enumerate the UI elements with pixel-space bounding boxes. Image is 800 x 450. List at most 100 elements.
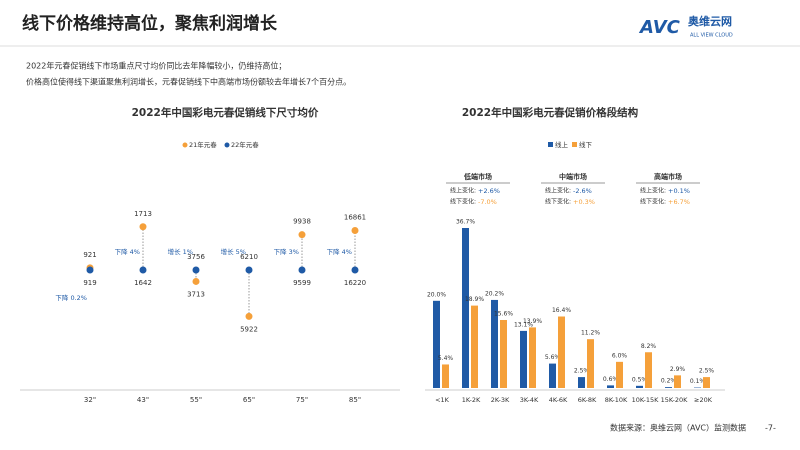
segment-change-label: 线下变化: [545, 198, 571, 206]
value-label: 18.9% [465, 296, 484, 303]
dot [351, 266, 359, 274]
segment-change-value: -2.6% [573, 187, 592, 195]
value-label: 2.5% [699, 368, 715, 375]
bar [636, 385, 643, 388]
x-tick-label: 32" [84, 396, 96, 404]
segment-change-label: 线上变化: [640, 187, 666, 195]
x-tick-label: 6K-8K [578, 396, 597, 404]
bar [549, 363, 556, 388]
change-label: 增长 5% [221, 247, 246, 256]
segment-name: 高端市场 [654, 172, 682, 181]
change-label: 增长 1% [168, 247, 193, 256]
legend-swatch [224, 142, 230, 148]
x-tick-label: 10K-15K [632, 396, 659, 404]
dot [192, 277, 200, 285]
value-label: 5922 [240, 325, 258, 333]
dot [139, 266, 147, 274]
value-label: 13.9% [523, 318, 542, 325]
chart-title: 2022年中国彩电元春促销线下尺寸均价 [132, 106, 319, 119]
value-label: 13.1% [514, 321, 533, 328]
value-label: 0.1% [690, 378, 706, 385]
dot [298, 231, 306, 239]
bar [645, 352, 652, 388]
bar [558, 316, 565, 388]
change-label: 下降 0.2% [55, 293, 87, 302]
value-label: 5.6% [545, 354, 561, 361]
x-tick-label: ≥20K [694, 396, 713, 404]
x-tick-label: 2K-3K [491, 396, 510, 404]
segment-change-value: +0.1% [668, 187, 690, 195]
bar [587, 339, 594, 388]
bar [665, 387, 672, 388]
x-tick-label: 3K-4K [520, 396, 539, 404]
bar [674, 375, 681, 388]
note: 2022年元春促销线下市场重点尺寸均价同比去年降幅较小，仍维持高位； [26, 61, 286, 71]
bar [529, 327, 536, 388]
segment-change-value: +2.6% [478, 187, 500, 195]
value-label: 8.2% [641, 343, 657, 350]
dot [298, 266, 306, 274]
bar [491, 299, 498, 388]
dot [245, 266, 253, 274]
legend-label: 21年元春 [189, 140, 217, 149]
segment-name: 低端市场 [463, 172, 492, 181]
x-tick-label: 75" [296, 396, 308, 404]
segment-name: 中端市场 [559, 172, 587, 181]
value-label: 20.2% [485, 290, 504, 297]
x-tick-label: 1K-2K [462, 396, 481, 404]
value-label: 921 [83, 251, 96, 259]
value-label: 0.6% [603, 376, 619, 383]
value-label: 16.4% [552, 307, 571, 314]
value-label: 6.0% [612, 352, 628, 359]
legend-swatch [572, 142, 577, 147]
value-label: 1642 [134, 279, 152, 287]
value-label: 2.5% [574, 368, 590, 375]
x-tick-label: 43" [137, 396, 149, 404]
bar [462, 228, 469, 388]
segment-change-value: -7.0% [478, 198, 497, 206]
legend-label: 22年元春 [231, 140, 259, 149]
change-label: 下降 4% [327, 247, 352, 256]
value-label: 3756 [187, 253, 205, 261]
value-label: 0.2% [661, 378, 677, 385]
value-label: 16861 [344, 213, 366, 221]
segment-change-label: 线上变化: [545, 187, 571, 195]
x-tick-label: 55" [190, 396, 202, 404]
value-label: 15.6% [494, 310, 513, 317]
change-label: 下降 3% [274, 247, 299, 256]
value-label: 3713 [187, 290, 205, 298]
bar [471, 305, 478, 388]
legend-label: 线上 [555, 140, 569, 149]
bar [703, 377, 710, 388]
legend-swatch [182, 142, 188, 148]
bar [616, 361, 623, 388]
logo-name: 奥维云网 [687, 14, 732, 28]
value-label: 919 [83, 279, 96, 287]
value-label: 2.9% [670, 366, 686, 373]
x-tick-label: 8K-10K [605, 396, 628, 404]
dot [351, 226, 359, 234]
note: 价格高位使得线下渠道聚焦利润增长，元春促销线下中高端市场份额较去年增长7个百分点… [26, 77, 351, 87]
bar [442, 364, 449, 388]
value-label: 11.2% [581, 330, 600, 337]
chart-title: 2022年中国彩电元春促销价格段结构 [462, 106, 639, 119]
value-label: 6210 [240, 253, 258, 261]
bar [607, 385, 614, 388]
value-label: 9599 [293, 279, 311, 287]
segment-change-value: +0.3% [573, 198, 595, 206]
value-label: 36.7% [456, 219, 475, 226]
segment-change-label: 线下变化: [640, 198, 666, 206]
value-label: 1713 [134, 210, 152, 218]
dot [86, 266, 94, 274]
segment-change-label: 线上变化: [450, 187, 476, 195]
dot [139, 223, 147, 231]
legend-label: 线下 [579, 140, 593, 149]
x-tick-label: <1K [435, 396, 450, 404]
x-tick-label: 15K-20K [661, 396, 688, 404]
dot [192, 266, 200, 274]
value-label: 16220 [344, 279, 366, 287]
value-label: 20.0% [427, 291, 446, 298]
slide-title: 线下价格维持高位，聚焦利润增长 [22, 13, 278, 34]
x-tick-label: 4K-6K [549, 396, 568, 404]
